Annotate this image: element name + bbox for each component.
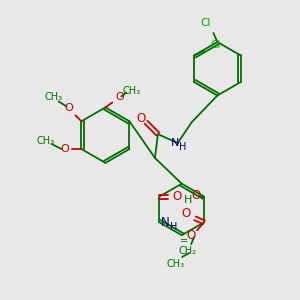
Text: H: H [179,142,186,152]
Text: N: N [161,216,170,229]
Text: O: O [191,189,201,202]
Text: CH₂: CH₂ [178,246,196,256]
Text: CH₃: CH₃ [45,92,63,103]
Text: O: O [136,112,146,125]
Text: H: H [169,222,177,232]
Text: Cl: Cl [211,40,221,50]
Text: O: O [60,144,69,154]
Text: =: = [180,236,188,246]
Text: O: O [172,190,182,203]
Text: Cl: Cl [200,18,211,28]
Text: O: O [64,103,73,113]
Text: CH₃: CH₃ [37,136,55,146]
Text: H: H [184,194,192,205]
Text: O: O [115,92,124,103]
Text: O: O [182,207,191,220]
Text: N: N [171,138,179,148]
Text: O: O [187,229,196,242]
Text: CH₃: CH₃ [166,259,184,269]
Text: CH₃: CH₃ [122,85,140,96]
